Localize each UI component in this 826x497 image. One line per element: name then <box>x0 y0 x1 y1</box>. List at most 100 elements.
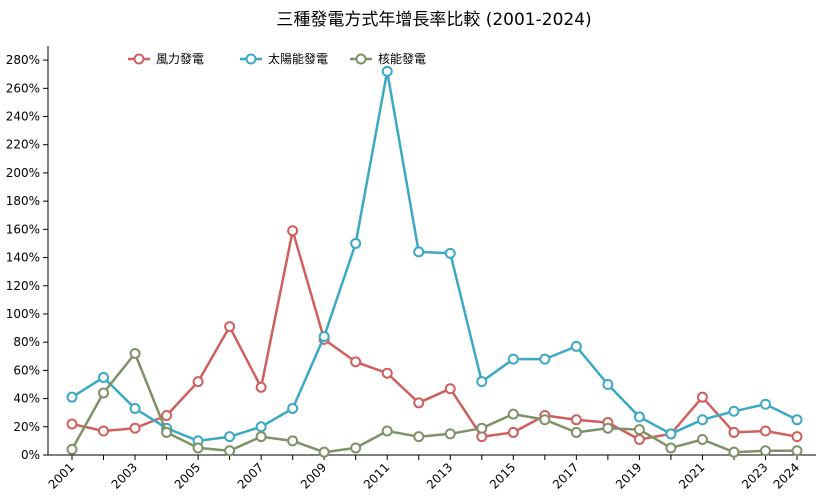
series-3 <box>66 347 803 458</box>
data-point <box>728 405 740 417</box>
data-point <box>602 378 614 390</box>
data-point <box>570 426 582 438</box>
y-tick-label: 220% <box>6 138 40 152</box>
x-tick-label: 2013 <box>424 460 455 491</box>
data-point <box>791 431 803 443</box>
data-point <box>476 376 488 388</box>
data-point <box>350 237 362 249</box>
y-tick-label: 140% <box>6 251 40 265</box>
data-point <box>696 391 708 403</box>
data-point <box>255 381 267 393</box>
data-point <box>444 428 456 440</box>
data-point <box>129 422 141 434</box>
data-point <box>318 446 330 458</box>
data-point <box>98 425 110 437</box>
data-point <box>728 426 740 438</box>
axes: 0% 20% 40% 60% 80% 100% 120% 140% 160% 180% 200% 22… <box>6 46 816 492</box>
data-point <box>728 446 740 458</box>
data-point <box>539 353 551 365</box>
data-point <box>129 402 141 414</box>
data-point <box>759 445 771 457</box>
y-tick-label: 160% <box>6 222 40 236</box>
data-point <box>633 433 645 445</box>
x-tick-label: 2024 <box>771 460 802 491</box>
x-tick-label: 2021 <box>676 460 707 491</box>
legend-item: 風力發電 <box>128 51 204 66</box>
data-point <box>224 431 236 443</box>
data-point <box>633 424 645 436</box>
data-point <box>66 443 78 455</box>
series-2 <box>66 65 803 447</box>
data-point <box>791 414 803 426</box>
series-1 <box>66 225 803 445</box>
y-tick-label: 200% <box>6 166 40 180</box>
y-tick-label: 60% <box>13 363 40 377</box>
data-point <box>444 383 456 395</box>
data-point <box>192 442 204 454</box>
data-point <box>192 376 204 388</box>
data-point <box>287 402 299 414</box>
legend-swatch-marker <box>245 53 257 65</box>
data-point <box>602 422 614 434</box>
data-point <box>570 340 582 352</box>
legend-label: 太陽能發電 <box>268 51 328 66</box>
legend-label: 風力發電 <box>156 51 204 66</box>
data-point <box>759 425 771 437</box>
data-point <box>507 408 519 420</box>
x-tick-label: 2009 <box>298 460 329 491</box>
data-point <box>255 431 267 443</box>
data-point <box>381 65 393 77</box>
y-tick-label: 20% <box>13 420 40 434</box>
data-point <box>570 414 582 426</box>
data-point <box>224 321 236 333</box>
x-tick-label: 2023 <box>739 460 770 491</box>
data-point <box>98 371 110 383</box>
data-point <box>255 421 267 433</box>
x-tick-label: 2001 <box>46 460 77 491</box>
data-point <box>665 428 677 440</box>
data-point <box>444 247 456 259</box>
y-tick-label: 0% <box>21 448 40 462</box>
data-point <box>507 353 519 365</box>
data-point <box>287 225 299 237</box>
x-tick-label: 2003 <box>109 460 140 491</box>
y-tick-label: 260% <box>6 81 40 95</box>
x-tick-label: 2011 <box>361 460 392 491</box>
data-point <box>413 431 425 443</box>
data-point <box>791 445 803 457</box>
y-tick-label: 280% <box>6 53 40 67</box>
data-point <box>161 426 173 438</box>
legend-swatch-marker <box>355 53 367 65</box>
data-point <box>224 445 236 457</box>
series-layer <box>66 65 803 458</box>
data-point <box>66 418 78 430</box>
data-point <box>539 414 551 426</box>
data-point <box>759 398 771 410</box>
data-point <box>350 442 362 454</box>
legend-swatch-marker <box>133 53 145 65</box>
data-point <box>161 410 173 422</box>
data-point <box>66 391 78 403</box>
data-point <box>318 331 330 343</box>
data-point <box>381 425 393 437</box>
data-point <box>413 397 425 409</box>
data-point <box>696 433 708 445</box>
legend: 風力發電 太陽能發電 核能發電 <box>128 51 426 66</box>
series-line <box>70 352 797 454</box>
y-tick-label: 100% <box>6 307 40 321</box>
legend-item: 太陽能發電 <box>240 51 328 66</box>
data-point <box>633 411 645 423</box>
series-line <box>71 229 798 441</box>
x-tick-label: 2005 <box>172 460 203 491</box>
data-point <box>287 435 299 447</box>
x-tick-label: 2017 <box>550 460 581 491</box>
x-tick-label: 2015 <box>487 460 518 491</box>
y-tick-label: 40% <box>13 392 40 406</box>
data-point <box>507 426 519 438</box>
x-tick-label: 2019 <box>613 460 644 491</box>
data-point <box>665 442 677 454</box>
y-tick-label: 180% <box>6 194 40 208</box>
data-point <box>350 356 362 368</box>
